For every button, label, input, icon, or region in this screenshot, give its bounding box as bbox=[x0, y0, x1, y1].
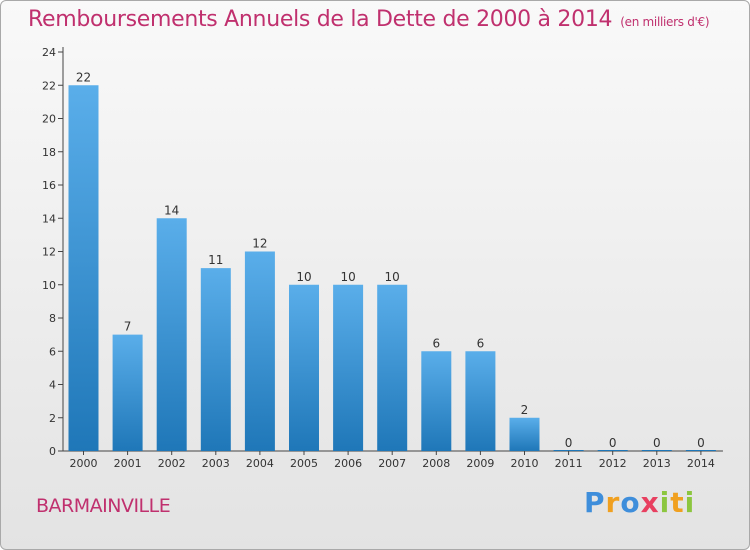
bar-2002 bbox=[156, 218, 187, 451]
logo-letter: i bbox=[659, 486, 671, 519]
x-tick-label: 2007 bbox=[378, 457, 406, 470]
bar-2008 bbox=[421, 351, 452, 451]
data-label-2005: 10 bbox=[296, 270, 311, 284]
x-tick-label: 2010 bbox=[511, 457, 539, 470]
data-label-2003: 11 bbox=[208, 253, 223, 267]
data-label-2001: 7 bbox=[124, 320, 132, 334]
x-tick-label: 2008 bbox=[422, 457, 450, 470]
x-axis: 2000 2001 2002 2003 2004 2005 2006 2007 2008 2009… bbox=[63, 450, 723, 470]
data-label-2013: 0 bbox=[653, 436, 661, 450]
y-tick-label: 12 bbox=[42, 246, 56, 259]
bar-2003 bbox=[200, 268, 231, 451]
data-label-2010: 2 bbox=[521, 403, 529, 417]
x-tick-label: 2009 bbox=[466, 457, 494, 470]
bars bbox=[68, 85, 716, 451]
y-tick-label: 14 bbox=[42, 212, 56, 225]
x-tick-label: 2012 bbox=[599, 457, 627, 470]
chart-unit: (en milliers d'€) bbox=[620, 15, 710, 29]
y-tick-label: 24 bbox=[42, 46, 56, 59]
y-tick-label: 20 bbox=[42, 113, 56, 126]
chart-title: Remboursements Annuels de la Dette de 20… bbox=[28, 7, 710, 32]
logo-letter: t bbox=[670, 486, 685, 519]
x-tick-label: 2006 bbox=[334, 457, 362, 470]
x-tick-label: 2011 bbox=[555, 457, 583, 470]
x-tick-label: 2001 bbox=[114, 457, 142, 470]
y-tick-label: 8 bbox=[49, 312, 56, 325]
logo-letter: P bbox=[584, 486, 606, 519]
x-tick-label: 2014 bbox=[687, 457, 715, 470]
data-label-2002: 14 bbox=[164, 203, 179, 217]
proxiti-logo: Proxiti bbox=[584, 486, 695, 519]
data-label-2012: 0 bbox=[609, 436, 617, 450]
data-label-2014: 0 bbox=[697, 436, 705, 450]
data-label-2011: 0 bbox=[565, 436, 573, 450]
data-label-2008: 6 bbox=[432, 336, 440, 350]
data-label-2004: 12 bbox=[252, 237, 267, 251]
bar-2004 bbox=[244, 251, 275, 451]
y-tick-label: 10 bbox=[42, 279, 56, 292]
y-tick-label: 18 bbox=[42, 146, 56, 159]
data-label-2009: 6 bbox=[477, 336, 485, 350]
chart-title-text: Remboursements Annuels de la Dette de 20… bbox=[28, 7, 613, 32]
y-tick-label: 22 bbox=[42, 79, 56, 92]
bar-2006 bbox=[333, 284, 364, 451]
bar-2009 bbox=[465, 351, 496, 451]
bar-2010 bbox=[509, 417, 540, 451]
logo-letter: o bbox=[620, 486, 641, 519]
x-tick-label: 2005 bbox=[290, 457, 318, 470]
commune-name: BARMAINVILLE bbox=[36, 495, 171, 517]
y-tick-label: 4 bbox=[49, 379, 56, 392]
data-labels: 22 7 14 11 12 10 10 10 6 6 2 0 0 0 0 bbox=[76, 70, 705, 450]
x-tick-label: 2004 bbox=[246, 457, 274, 470]
x-tick-label: 2013 bbox=[643, 457, 671, 470]
x-tick-label: 2000 bbox=[70, 457, 98, 470]
logo-letter: r bbox=[605, 486, 621, 519]
y-tick-label: 0 bbox=[49, 445, 56, 458]
logo-letter: i bbox=[684, 486, 696, 519]
y-tick-label: 16 bbox=[42, 179, 56, 192]
data-label-2006: 10 bbox=[340, 270, 355, 284]
bar-2005 bbox=[289, 284, 319, 451]
data-label-2000: 22 bbox=[76, 70, 91, 84]
y-tick-label: 6 bbox=[49, 345, 56, 358]
bar-2001 bbox=[112, 334, 143, 451]
x-tick-label: 2003 bbox=[202, 457, 230, 470]
y-tick-label: 2 bbox=[49, 412, 56, 425]
bar-2000 bbox=[68, 85, 99, 451]
data-label-2007: 10 bbox=[385, 270, 400, 284]
bar-2007 bbox=[377, 284, 408, 451]
x-tick-label: 2002 bbox=[158, 457, 186, 470]
logo-letter: x bbox=[640, 486, 660, 519]
